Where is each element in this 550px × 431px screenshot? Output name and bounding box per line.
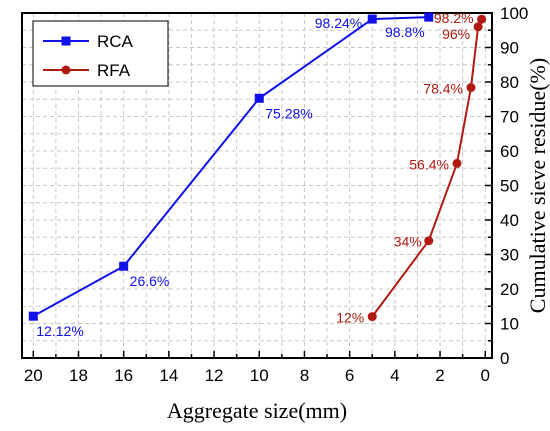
legend-label: RFA <box>97 61 131 80</box>
series-rfa: 12% 34% 56.4% 78.4% 96%98.2% <box>336 10 487 326</box>
data-point <box>254 93 264 103</box>
legend-box <box>32 20 169 87</box>
data-point <box>473 22 483 32</box>
data-label: 98.8% <box>385 24 425 40</box>
y-tick-label: 10 <box>500 315 519 334</box>
x-axis-title: Aggregate size(mm) <box>167 398 347 423</box>
y-tick-label: 90 <box>500 39 519 58</box>
series-layer: 12.12% 26.6% 75.28% 98.24% 98.8% 12% 34% 56.4% 7… <box>28 10 487 339</box>
legend: RCA RFA <box>32 20 169 87</box>
legend-label: RCA <box>97 32 134 51</box>
data-point <box>477 14 487 24</box>
x-tick-label: 2 <box>435 366 444 385</box>
x-tick-label: 14 <box>159 366 178 385</box>
x-tick-label: 16 <box>114 366 133 385</box>
data-point <box>424 12 434 22</box>
data-point <box>119 261 129 271</box>
y-tick-label: 40 <box>500 211 519 230</box>
y-tick-label: 50 <box>500 177 519 196</box>
x-tick-label: 10 <box>250 366 269 385</box>
data-point <box>452 158 462 168</box>
data-label: 78.4% <box>423 81 463 97</box>
y-tick-label: 100 <box>500 4 528 23</box>
data-point <box>424 236 434 246</box>
data-label: 12.12% <box>36 323 83 339</box>
data-label: 75.28% <box>265 105 312 121</box>
y-axis-title: Cumulative sieve residue(%) <box>525 58 550 313</box>
data-label: 98.2% <box>434 10 474 26</box>
legend-swatch-marker <box>61 36 71 46</box>
data-label: 96% <box>442 26 470 42</box>
data-point <box>367 14 377 24</box>
y-tick-label: 80 <box>500 73 519 92</box>
x-tick-label: 4 <box>390 366 399 385</box>
y-tick-label: 70 <box>500 108 519 127</box>
x-tick-label: 6 <box>345 366 354 385</box>
x-tick-label: 20 <box>24 366 43 385</box>
y-tick-label: 20 <box>500 280 519 299</box>
data-point <box>367 312 377 322</box>
data-label: 98.24% <box>315 15 362 31</box>
x-tick-label: 0 <box>480 366 489 385</box>
x-tick-label: 12 <box>205 366 224 385</box>
y-tick-label: 0 <box>500 349 509 368</box>
x-tick-label: 18 <box>69 366 88 385</box>
y-tick-label: 30 <box>500 246 519 265</box>
data-label: 26.6% <box>130 273 170 289</box>
data-point <box>466 83 476 93</box>
data-label: 56.4% <box>409 156 449 172</box>
x-tick-label: 8 <box>300 366 309 385</box>
data-point <box>28 311 38 321</box>
legend-swatch-marker <box>61 65 71 75</box>
series-rca: 12.12% 26.6% 75.28% 98.24% 98.8% <box>28 12 434 339</box>
y-tick-label: 60 <box>500 142 519 161</box>
data-label: 12% <box>336 310 364 326</box>
data-label: 34% <box>394 234 422 250</box>
